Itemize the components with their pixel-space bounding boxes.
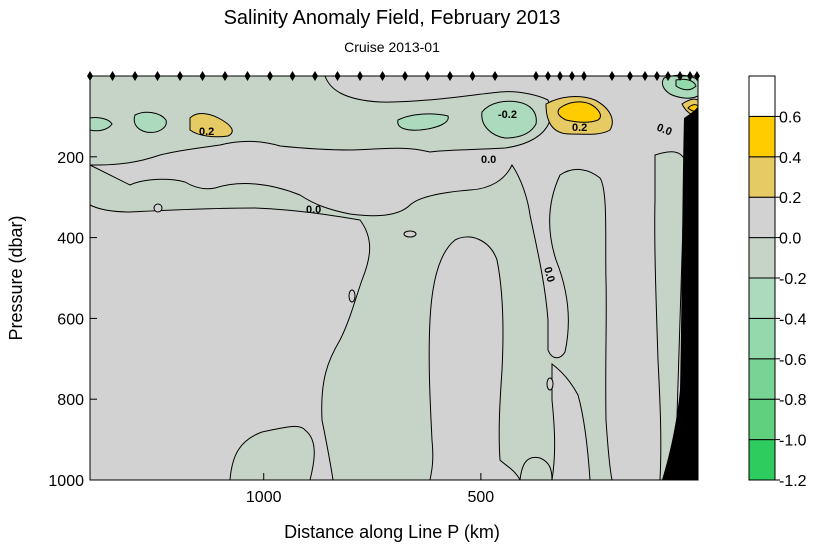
colorbar-tick-label: 0.2 [779, 190, 801, 207]
eastern-hot-core [557, 101, 601, 123]
colorbar-tick-label: 0.4 [779, 150, 801, 167]
y-axis-label: Pressure (dbar) [6, 215, 26, 340]
positive-anomaly-pockets [189, 96, 699, 138]
isolated-contour [153, 203, 163, 213]
contour-label: -0.2 [498, 109, 517, 121]
colorbar-tick-label: -0.8 [779, 392, 807, 409]
deep-middle-negative-region [519, 456, 553, 481]
contour-label: 0.2 [572, 122, 587, 134]
x-axis: 1000 500 [246, 473, 494, 506]
lower-left-negative-region [229, 425, 315, 481]
colorbar-bin [748, 358, 776, 400]
y-tick-label: 1000 [48, 473, 84, 490]
contour-label: 0.2 [199, 126, 214, 138]
x-axis-label: Distance along Line P (km) [284, 522, 500, 542]
contour-label: 0.0 [306, 204, 321, 216]
contour-label: 0.0 [481, 154, 496, 166]
plot-area: 0.2 -0.2 0.2 0.0 0.0 0.0 0.0 [87, 71, 700, 481]
western-warm-pocket [189, 113, 233, 138]
colorbar-bin [748, 439, 776, 481]
colorbar-bin [748, 156, 776, 198]
western-pocket [133, 111, 167, 133]
colorbar-bin [748, 115, 776, 158]
colorbar-bin [748, 398, 776, 441]
central-pocket [397, 113, 449, 131]
colorbar-tick-label: -0.2 [779, 271, 807, 288]
contour-labels: 0.2 -0.2 0.2 0.0 0.0 0.0 0.0 [199, 109, 674, 284]
colorbar-bin [748, 277, 776, 319]
y-tick-label: 800 [57, 392, 84, 409]
y-tick-label: 400 [57, 231, 84, 248]
colorbar-bin [748, 196, 776, 239]
shelf-core-pocket [675, 78, 697, 91]
isolated-contour [546, 377, 554, 391]
colorbar-bin [748, 317, 776, 360]
west-margin-pocket [89, 117, 113, 132]
bottom-topography [662, 106, 698, 480]
x-tick-label: 500 [468, 489, 495, 506]
plot-frame [89, 75, 699, 481]
y-axis: 200 400 600 800 1000 [48, 150, 97, 490]
isolated-contours [153, 203, 554, 391]
colorbar-bin [748, 237, 776, 279]
contour-label: 0.0 [655, 122, 674, 139]
contour-label: 0.0 [541, 266, 557, 284]
colorbar-tick-label: -1.2 [779, 473, 807, 490]
chart-subtitle: Cruise 2013-01 [344, 39, 440, 55]
colorbar-tick-label: -1.0 [779, 433, 807, 450]
y-tick-label: 600 [57, 311, 84, 328]
y-tick-label: 200 [57, 150, 84, 167]
isolated-contour [348, 289, 356, 303]
eastern-pocket [481, 100, 537, 139]
colorbar-bin [748, 75, 776, 117]
colorbar-legend: 0.6 0.4 0.2 0.0 -0.2 -0.4 -0.6 -0.8 -1.0 -1.2 [748, 75, 807, 490]
colorbar-tick-label: 0.0 [779, 231, 801, 248]
chart-title: Salinity Anomaly Field, February 2013 [224, 7, 561, 29]
colorbar-tick-label: -0.4 [779, 311, 807, 328]
negative-anomaly-regions [89, 75, 686, 481]
surface-negative-region [89, 75, 552, 166]
strong-negative-pockets [675, 78, 697, 91]
east-column-negative-region [654, 151, 686, 481]
colorbar-tick-label: 0.6 [779, 109, 801, 126]
x-tick-label: 1000 [246, 489, 282, 506]
colorbar-tick-label: -0.6 [779, 352, 807, 369]
isolated-contour [403, 230, 417, 238]
upper-layer-negative-region [89, 163, 613, 481]
